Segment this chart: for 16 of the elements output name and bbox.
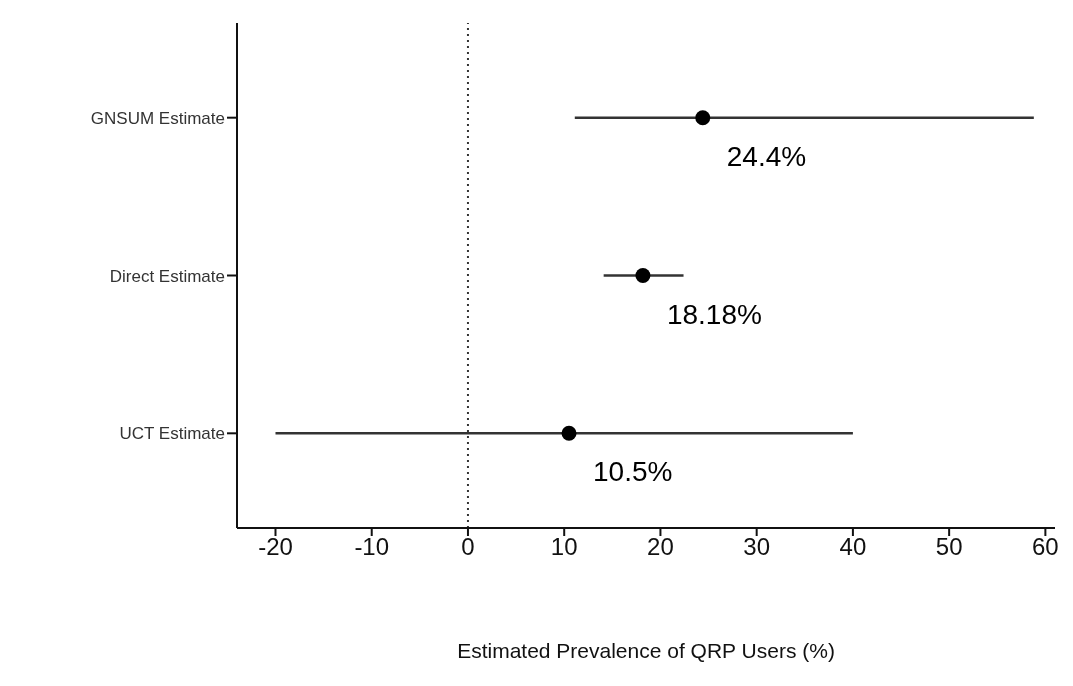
x-tick-label: 20 — [647, 533, 674, 561]
x-axis-title: Estimated Prevalence of QRP Users (%) — [457, 639, 835, 662]
x-tick-label: 30 — [743, 533, 771, 561]
x-tick-label: 60 — [1032, 533, 1059, 561]
data-label: 10.5% — [593, 456, 673, 488]
x-tick-label: 10 — [550, 533, 578, 561]
x-tick-label: -20 — [258, 533, 293, 561]
y-tick-label: Direct Estimate — [109, 266, 225, 286]
data-label: 24.4% — [726, 140, 807, 172]
y-tick-label: GNSUM Estimate — [90, 108, 225, 128]
x-tick-label: 50 — [935, 533, 963, 561]
x-tick-label: -10 — [354, 533, 390, 561]
y-tick-label: UCT Estimate — [119, 424, 225, 444]
data-label: 18.18% — [666, 298, 762, 330]
x-tick-label: 40 — [839, 533, 867, 561]
x-tick-label: 0 — [461, 533, 475, 561]
